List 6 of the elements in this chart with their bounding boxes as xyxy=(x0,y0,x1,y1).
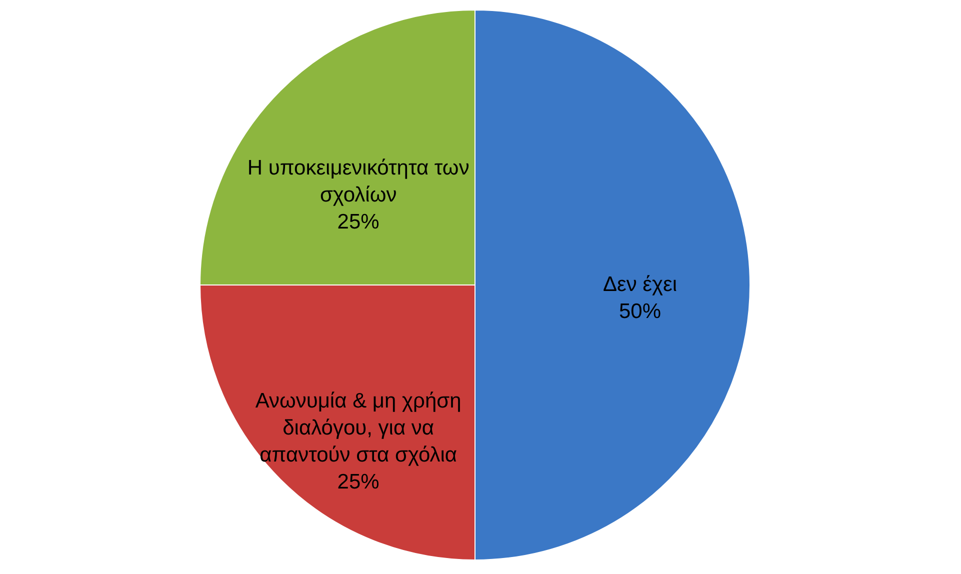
slice-label: Η υποκειμενικότητα των σχολίων xyxy=(247,156,470,206)
slice-label: Δεν έχει xyxy=(602,273,678,296)
slice-label: Ανωνυμία & μη χρήση διαλόγου, για να απαντούν στα σχόλια xyxy=(255,390,462,467)
data-label: 50% xyxy=(618,300,662,323)
data-label: 25% xyxy=(337,470,380,494)
data-label: 25% xyxy=(337,210,380,234)
